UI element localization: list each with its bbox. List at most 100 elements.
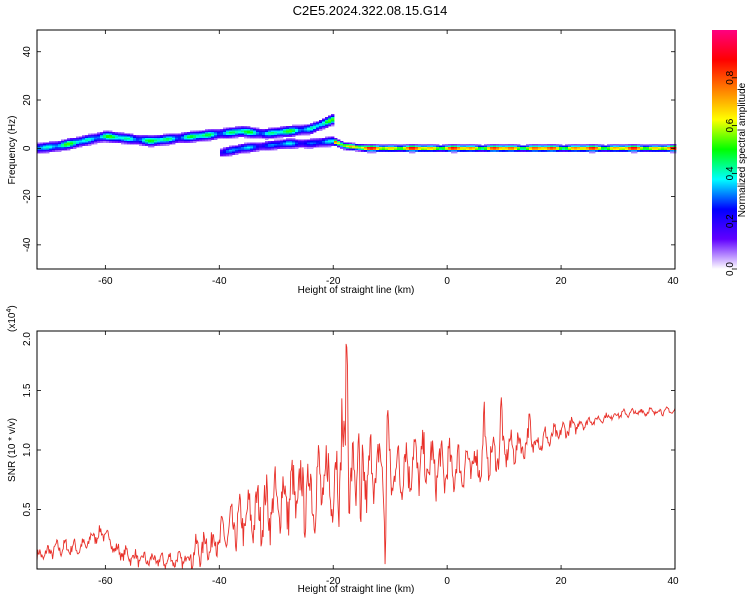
heatmap-cell [307,126,311,128]
heatmap-cell [499,148,503,151]
heatmap-cell [445,147,449,149]
heatmap-cell [268,136,272,139]
heatmap-cell [229,127,233,130]
heatmap-cell [454,151,458,154]
heatmap-cell [349,144,353,146]
heatmap-cell [331,117,335,119]
heatmap-cell [271,145,275,148]
heatmap-cell [253,150,257,152]
heatmap-cell [238,129,242,131]
heatmap-cell [484,150,488,152]
heatmap-cell [136,136,140,139]
heatmap-cell [457,145,461,148]
heatmap-cell [307,124,311,127]
heatmap-cell [76,136,80,139]
heatmap-cell [163,133,167,136]
heatmap-cell [244,126,248,128]
heatmap-cell [526,145,530,148]
heatmap-cell [292,135,296,137]
heatmap-cell [472,148,476,151]
heatmap-cell [160,136,164,139]
heatmap-cell [568,147,572,149]
heatmap-cell [505,144,509,146]
heatmap-cell [511,147,515,149]
heatmap-cell [346,142,350,145]
heatmap-cell [130,136,134,139]
heatmap-cell [85,139,89,142]
heatmap-cell [145,135,149,137]
heatmap-cell [127,142,131,145]
spectrogram-frame [36,29,676,270]
heatmap-cell [586,150,590,152]
heatmap-cell [376,145,380,148]
heatmap-cell [610,144,614,146]
heatmap-cell [253,145,257,148]
heatmap-cell [292,138,296,140]
heatmap-cell [262,130,266,133]
heatmap-cell [529,150,533,152]
heatmap-cell [223,135,227,137]
heatmap-cell [430,147,434,149]
heatmap-cell [235,132,239,134]
heatmap-cell [289,127,293,130]
heatmap-cell [262,135,266,137]
heatmap-cell [298,130,302,133]
y-tick-label: 0 [22,145,33,151]
heatmap-cell [259,142,263,145]
heatmap-cell [313,126,317,128]
heatmap-cell [205,130,209,133]
heatmap-cell [382,145,386,148]
colorbar-ticks: 0.00.20.40.60.8 [725,70,737,276]
heatmap-cell [277,145,281,148]
heatmap-cell [322,138,326,140]
heatmap-cell [430,145,434,148]
heatmap-cell [307,145,311,148]
heatmap-cell [520,148,524,151]
heatmap-cell [241,127,245,130]
heatmap-cell [142,136,146,139]
heatmap-cell [379,148,383,151]
heatmap-cell [670,151,674,154]
heatmap-cell [655,144,659,146]
heatmap-cell [199,139,203,142]
heatmap-cell [229,129,233,131]
heatmap-cell [472,144,476,146]
heatmap-cell [292,126,296,128]
heatmap-cell [103,138,107,140]
heatmap-cell [448,148,452,151]
heatmap-cell [118,138,122,140]
heatmap-cell [334,144,338,146]
heatmap-cell [670,145,674,148]
heatmap-cell [475,148,479,151]
heatmap-cell [547,148,551,151]
heatmap-cell [232,132,236,134]
heatmap-cell [166,144,170,146]
heatmap-cell [91,135,95,137]
heatmap-cell [319,129,323,131]
colorbar-tick-label: 0.0 [725,262,736,276]
heatmap-cell [223,147,227,149]
heatmap-cell [52,147,56,149]
heatmap-cell [487,145,491,148]
heatmap-cell [265,141,269,143]
heatmap-cell [235,147,239,149]
heatmap-cell [418,147,422,149]
heatmap-cell [91,142,95,145]
heatmap-cell [328,142,332,145]
heatmap-cell [118,132,122,134]
heatmap-cell [304,147,308,149]
heatmap-cell [289,132,293,134]
heatmap-cell [535,150,539,152]
heatmap-cell [331,123,335,125]
heatmap-cell [271,135,275,137]
spectrogram-x-ticks: -60 -40 -20 0 20 40 [98,30,679,287]
heatmap-cell [40,148,44,151]
heatmap-cell [241,133,245,136]
heatmap-cell [67,148,71,151]
heatmap-cell [82,142,86,145]
heatmap-cell [352,142,356,145]
heatmap-cell [532,150,536,152]
heatmap-cell [280,136,284,139]
heatmap-cell [301,145,305,148]
heatmap-cell [304,141,308,143]
